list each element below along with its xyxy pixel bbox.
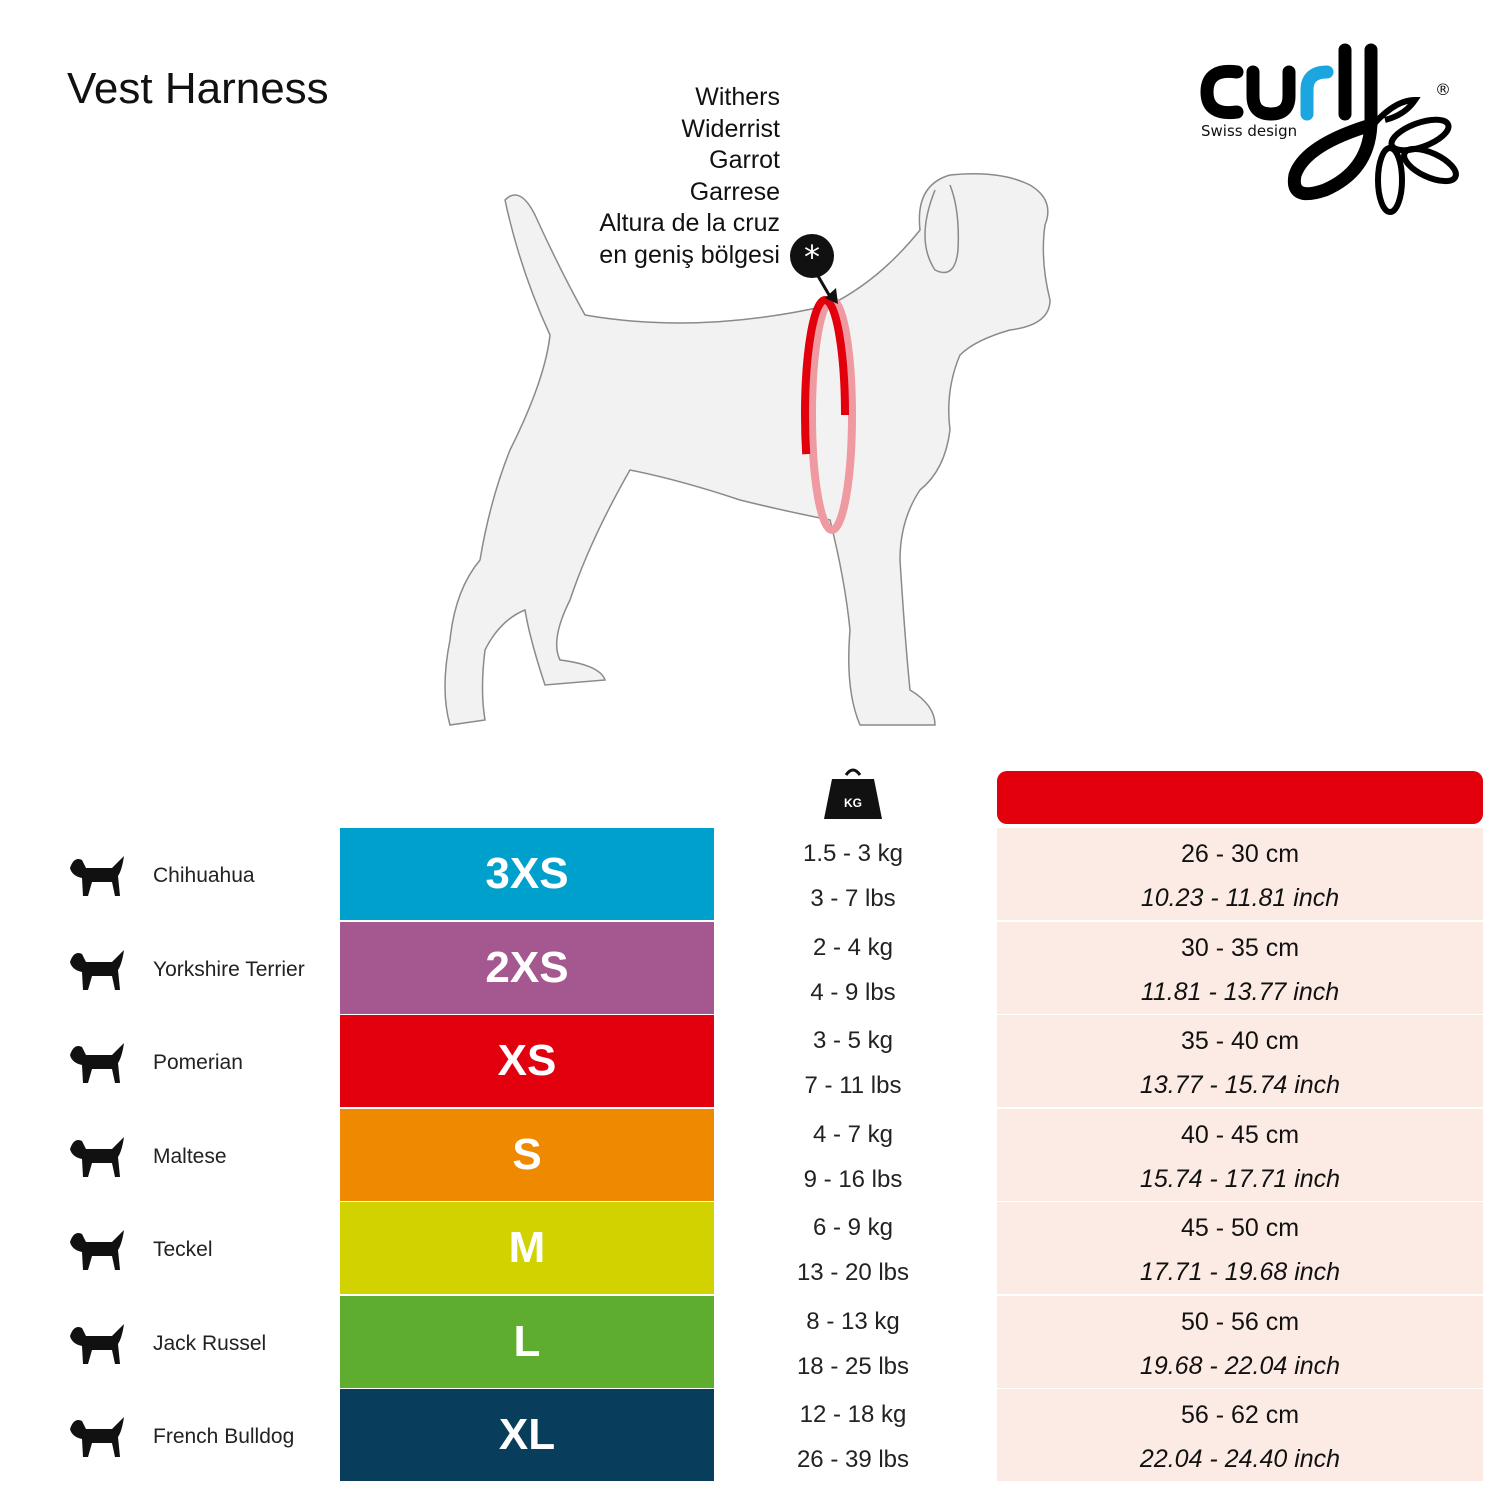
- svg-text:KG: KG: [844, 796, 862, 810]
- girth-cell: 30 - 35 cm 11.81 - 13.77 inch: [997, 921, 1483, 1014]
- girth-inch: 11.81 - 13.77 inch: [1140, 977, 1340, 1006]
- dog-breed-icon: [70, 1323, 124, 1364]
- size-row: Maltese S 4 - 7 kg 9 - 16 lbs 40 - 45 cm…: [0, 1108, 1500, 1203]
- dog-breed-icon: [70, 856, 124, 896]
- size-label: M: [340, 1202, 714, 1294]
- breed-label: Jack Russel: [153, 1331, 267, 1355]
- weight-lbs: 4 - 9 lbs: [810, 978, 896, 1006]
- harness-front: [801, 296, 849, 534]
- size-label: L: [340, 1295, 714, 1388]
- page-title: Vest Harness: [67, 64, 329, 113]
- weight-lbs: 3 - 7 lbs: [810, 885, 896, 912]
- girth-inch: 22.04 - 24.40 inch: [1139, 1445, 1341, 1473]
- weight-kg: 8 - 13 kg: [806, 1307, 900, 1335]
- withers-label: Altura de la cruz: [599, 209, 780, 238]
- girth-inch: 19.68 - 22.04 inch: [1139, 1351, 1341, 1380]
- dog-harness-illustration: *: [444, 173, 1051, 726]
- size-row: Pomerian XS 3 - 5 kg 7 - 11 lbs 35 - 40 …: [0, 1015, 1500, 1109]
- girth-cm: 56 - 62 cm: [1180, 1401, 1300, 1429]
- size-row: Yorkshire Terrier 2XS 2 - 4 kg 4 - 9 lbs…: [0, 921, 1500, 1016]
- weight-lbs: 26 - 39 lbs: [796, 1446, 910, 1473]
- weight-kg: 3 - 5 kg: [812, 1027, 894, 1054]
- girth-inch: 13.77 - 15.74 inch: [1139, 1071, 1341, 1099]
- size-label: XS: [340, 1015, 714, 1107]
- breed-label: Pomerian: [153, 1051, 243, 1074]
- kg-weight-icon: KG: [824, 768, 882, 819]
- girth-cm: 35 - 40 cm: [1180, 1027, 1300, 1055]
- dog-breed-icon: [70, 1417, 124, 1457]
- girth-cell: 56 - 62 cm 22.04 - 24.40 inch: [997, 1389, 1483, 1481]
- dog-silhouette: [444, 173, 1051, 726]
- dog-breed-icon: [70, 1043, 124, 1083]
- girth-cm: 45 - 50 cm: [1180, 1214, 1300, 1242]
- weight-kg: 1.5 - 3 kg: [802, 840, 904, 867]
- weight-lbs: 7 - 11 lbs: [804, 1072, 902, 1099]
- breed-label: French Bulldog: [153, 1425, 295, 1448]
- weight-kg: 4 - 7 kg: [812, 1120, 894, 1148]
- withers-label: Widerrist: [681, 114, 780, 143]
- girth-cm: 26 - 30 cm: [1180, 840, 1300, 868]
- withers-label: Withers: [695, 83, 780, 111]
- weight-kg: 2 - 4 kg: [812, 933, 894, 961]
- girth-cm: 40 - 45 cm: [1180, 1120, 1300, 1149]
- size-row: Jack Russel L 8 - 13 kg 18 - 25 lbs 50 -…: [0, 1295, 1500, 1390]
- withers-label: Garrot: [709, 146, 780, 175]
- withers-label: Garrese: [689, 177, 780, 206]
- size-row: French Bulldog XL 12 - 18 kg 26 - 39 lbs…: [0, 1389, 1500, 1483]
- size-row: Teckel M 6 - 9 kg 13 - 20 lbs 45 - 50 cm…: [0, 1202, 1500, 1296]
- breed-label: Teckel: [153, 1238, 213, 1261]
- weight-kg: 6 - 9 kg: [812, 1214, 894, 1241]
- girth-header-bar: [997, 771, 1483, 824]
- dog-breed-icon: [70, 1136, 124, 1177]
- weight-kg: 12 - 18 kg: [799, 1401, 907, 1428]
- girth-inch: 15.74 - 17.71 inch: [1139, 1164, 1341, 1193]
- svg-text:*: *: [804, 238, 820, 276]
- girth-inch: 10.23 - 11.81 inch: [1140, 884, 1340, 912]
- weight-lbs: 13 - 20 lbs: [796, 1259, 910, 1286]
- breed-label: Chihuahua: [153, 864, 255, 887]
- logo-tagline: Swiss design: [1201, 122, 1297, 140]
- girth-inch: 17.71 - 19.68 inch: [1139, 1258, 1341, 1286]
- girth-cell: 45 - 50 cm 17.71 - 19.68 inch: [997, 1202, 1483, 1294]
- svg-text:®: ®: [1435, 80, 1451, 99]
- withers-labels: Withers Widerrist Garrot Garrese Altura …: [599, 82, 780, 272]
- breed-label: Maltese: [153, 1144, 227, 1168]
- size-label: 2XS: [340, 921, 714, 1014]
- dog-breed-icon: [70, 1230, 124, 1270]
- girth-cm: 50 - 56 cm: [1180, 1307, 1300, 1336]
- size-label: S: [340, 1108, 714, 1201]
- asterisk-marker-icon: [790, 234, 834, 278]
- weight-lbs: 9 - 16 lbs: [803, 1165, 903, 1193]
- withers-label: en geniş bölgesi: [599, 240, 780, 269]
- weight-lbs: 18 - 25 lbs: [796, 1352, 910, 1380]
- girth-cm: 30 - 35 cm: [1180, 933, 1300, 962]
- girth-cell: 40 - 45 cm 15.74 - 17.71 inch: [997, 1108, 1483, 1201]
- girth-cell: 26 - 30 cm 10.23 - 11.81 inch: [997, 828, 1483, 920]
- size-label: XL: [340, 1389, 714, 1481]
- size-label: 3XS: [340, 828, 714, 920]
- girth-cell: 50 - 56 cm 19.68 - 22.04 inch: [997, 1295, 1483, 1388]
- breed-label: Yorkshire Terrier: [153, 957, 305, 981]
- size-row: Chihuahua 3XS 1.5 - 3 kg 3 - 7 lbs 26 - …: [0, 828, 1500, 922]
- curli-logo: Swiss design ®: [1200, 43, 1459, 215]
- girth-cell: 35 - 40 cm 13.77 - 15.74 inch: [997, 1015, 1483, 1107]
- dog-breed-icon: [70, 949, 124, 990]
